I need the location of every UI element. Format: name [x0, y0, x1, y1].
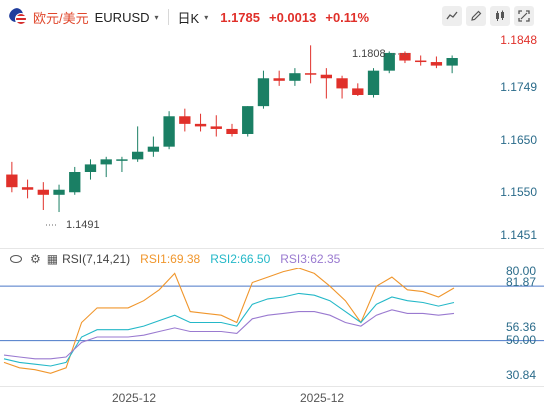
last-price: 1.1785: [220, 9, 260, 25]
candle-body: [289, 73, 301, 81]
rsi2-value: RSI2:66.50: [210, 251, 271, 266]
candlestick-chart[interactable]: [0, 20, 544, 248]
date-axis: 2025-12 2025-12: [0, 386, 544, 407]
price-change: +0.0013: [269, 9, 317, 25]
candle-body: [37, 189, 49, 195]
rsi-series-line: [3, 268, 455, 374]
candle-body: [352, 88, 364, 95]
rsi-tick: 50.00: [505, 333, 536, 347]
chart-toolbar: [442, 6, 534, 26]
candle-body: [100, 159, 112, 165]
candle-body: [242, 106, 254, 134]
fullscreen-icon[interactable]: [514, 6, 534, 26]
low-price-label: 1.1491: [66, 219, 100, 231]
rsi3-value: RSI3:62.35: [280, 251, 341, 266]
price-tick: 1.1650: [500, 133, 537, 147]
symbol-name[interactable]: 欧元/美元: [33, 10, 89, 26]
candle-body: [147, 146, 160, 152]
settings-gear-icon[interactable]: ⚙: [30, 251, 41, 266]
rsi-indicator-name[interactable]: RSI(7,14,21): [62, 251, 131, 266]
candle-body: [304, 73, 317, 75]
candle-body: [367, 70, 380, 95]
rsi-chart[interactable]: [0, 268, 544, 386]
price-change-percent: +0.11%: [325, 9, 370, 25]
rsi-tick: 30.84: [505, 368, 536, 382]
rsi-series-line: [3, 309, 455, 360]
candle-body: [21, 187, 34, 190]
candle-body: [415, 60, 427, 63]
draw-pen-icon[interactable]: [466, 6, 486, 26]
candle-body: [53, 189, 65, 195]
date-label: 2025-12: [300, 391, 345, 405]
rsi-tick: 81.87: [505, 275, 536, 289]
candle-body: [179, 116, 191, 124]
price-tick: 1.1550: [500, 185, 537, 199]
candle-body: [320, 74, 333, 79]
candle-body: [210, 126, 222, 129]
candle-body: [116, 159, 128, 161]
price-tick: 1.1451: [500, 228, 537, 242]
candle-body: [273, 78, 285, 81]
eu-us-flag-icon: [9, 8, 27, 26]
date-label: 2025-12: [112, 391, 157, 405]
candle-body: [399, 52, 411, 61]
timeframe-dropdown-icon[interactable]: ▾: [204, 12, 209, 22]
candle-body: [194, 123, 207, 127]
price-tick: 1.1749: [500, 80, 537, 94]
candle-body: [430, 62, 443, 66]
candle-body: [163, 116, 175, 147]
high-price-label: 1.1808: [352, 48, 386, 60]
chart-header: 欧元/美元 EURUSD ▾ 日K ▾ 1.1785 +0.0013 +0.11…: [0, 0, 544, 34]
rsi-tick: 56.36: [505, 320, 536, 334]
candle-body: [84, 164, 97, 172]
candle-body: [257, 78, 270, 107]
indicator-icon[interactable]: [442, 6, 462, 26]
candle-body: [6, 174, 18, 188]
candle-style-icon[interactable]: [490, 6, 510, 26]
rsi-tick: 80.00: [505, 264, 536, 278]
candle-body: [336, 78, 348, 89]
candle-body: [383, 52, 395, 71]
rsi-indicator-header: ⚙ ▦ RSI(7,14,21) RSI1:69.38 RSI2:66.50 R…: [0, 248, 544, 268]
timeframe-selector[interactable]: 日K: [177, 10, 200, 26]
price-tick: 1.1848: [500, 33, 537, 47]
symbol-code[interactable]: EURUSD: [94, 9, 150, 25]
candle-body: [226, 128, 238, 134]
indicator-grid-icon[interactable]: ▦: [46, 251, 59, 266]
candle-body: [131, 151, 144, 160]
symbol-dropdown-icon[interactable]: ▾: [154, 12, 159, 22]
header-divider: [167, 9, 169, 25]
candle-body: [446, 58, 458, 66]
rsi-series-line: [3, 292, 455, 367]
visibility-eye-icon[interactable]: [10, 254, 22, 263]
candle-body: [69, 172, 81, 193]
rsi1-value: RSI1:69.38: [140, 251, 201, 266]
